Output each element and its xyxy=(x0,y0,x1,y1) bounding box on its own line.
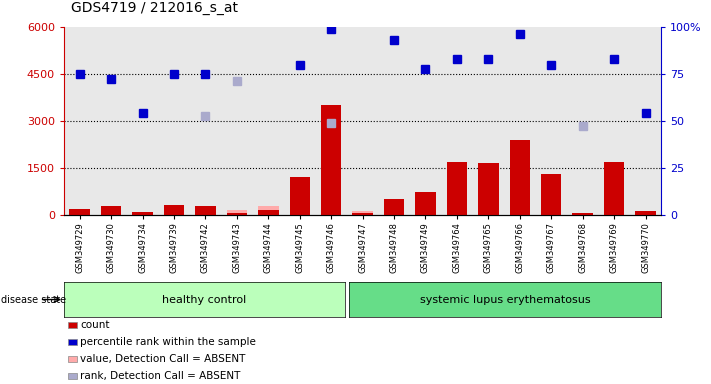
Text: GDS4719 / 212016_s_at: GDS4719 / 212016_s_at xyxy=(71,2,238,15)
Text: percentile rank within the sample: percentile rank within the sample xyxy=(80,337,256,347)
Text: value, Detection Call = ABSENT: value, Detection Call = ABSENT xyxy=(80,354,245,364)
Bar xyxy=(68,356,77,362)
Text: systemic lupus erythematosus: systemic lupus erythematosus xyxy=(419,295,590,305)
Bar xyxy=(478,163,498,215)
Bar xyxy=(258,210,279,215)
Bar xyxy=(510,140,530,215)
Bar xyxy=(68,339,77,345)
Text: healthy control: healthy control xyxy=(162,295,247,305)
Text: count: count xyxy=(80,320,109,330)
Bar xyxy=(415,192,436,215)
Bar xyxy=(132,212,153,215)
Bar xyxy=(227,210,247,215)
Bar xyxy=(164,205,184,215)
Bar xyxy=(447,162,467,215)
Bar xyxy=(68,322,77,328)
Bar xyxy=(258,206,279,215)
Bar xyxy=(70,209,90,215)
Bar xyxy=(321,105,341,215)
Text: rank, Detection Call = ABSENT: rank, Detection Call = ABSENT xyxy=(80,371,240,381)
Bar xyxy=(636,211,656,215)
Bar xyxy=(604,162,624,215)
Bar xyxy=(101,206,122,215)
Bar xyxy=(68,373,77,379)
Text: disease state: disease state xyxy=(1,295,66,305)
Bar xyxy=(353,212,373,215)
Bar xyxy=(227,212,247,215)
Bar xyxy=(353,211,373,215)
Bar xyxy=(196,206,215,215)
Bar xyxy=(289,177,310,215)
Bar xyxy=(572,212,593,215)
Bar xyxy=(384,199,405,215)
Bar xyxy=(541,174,562,215)
